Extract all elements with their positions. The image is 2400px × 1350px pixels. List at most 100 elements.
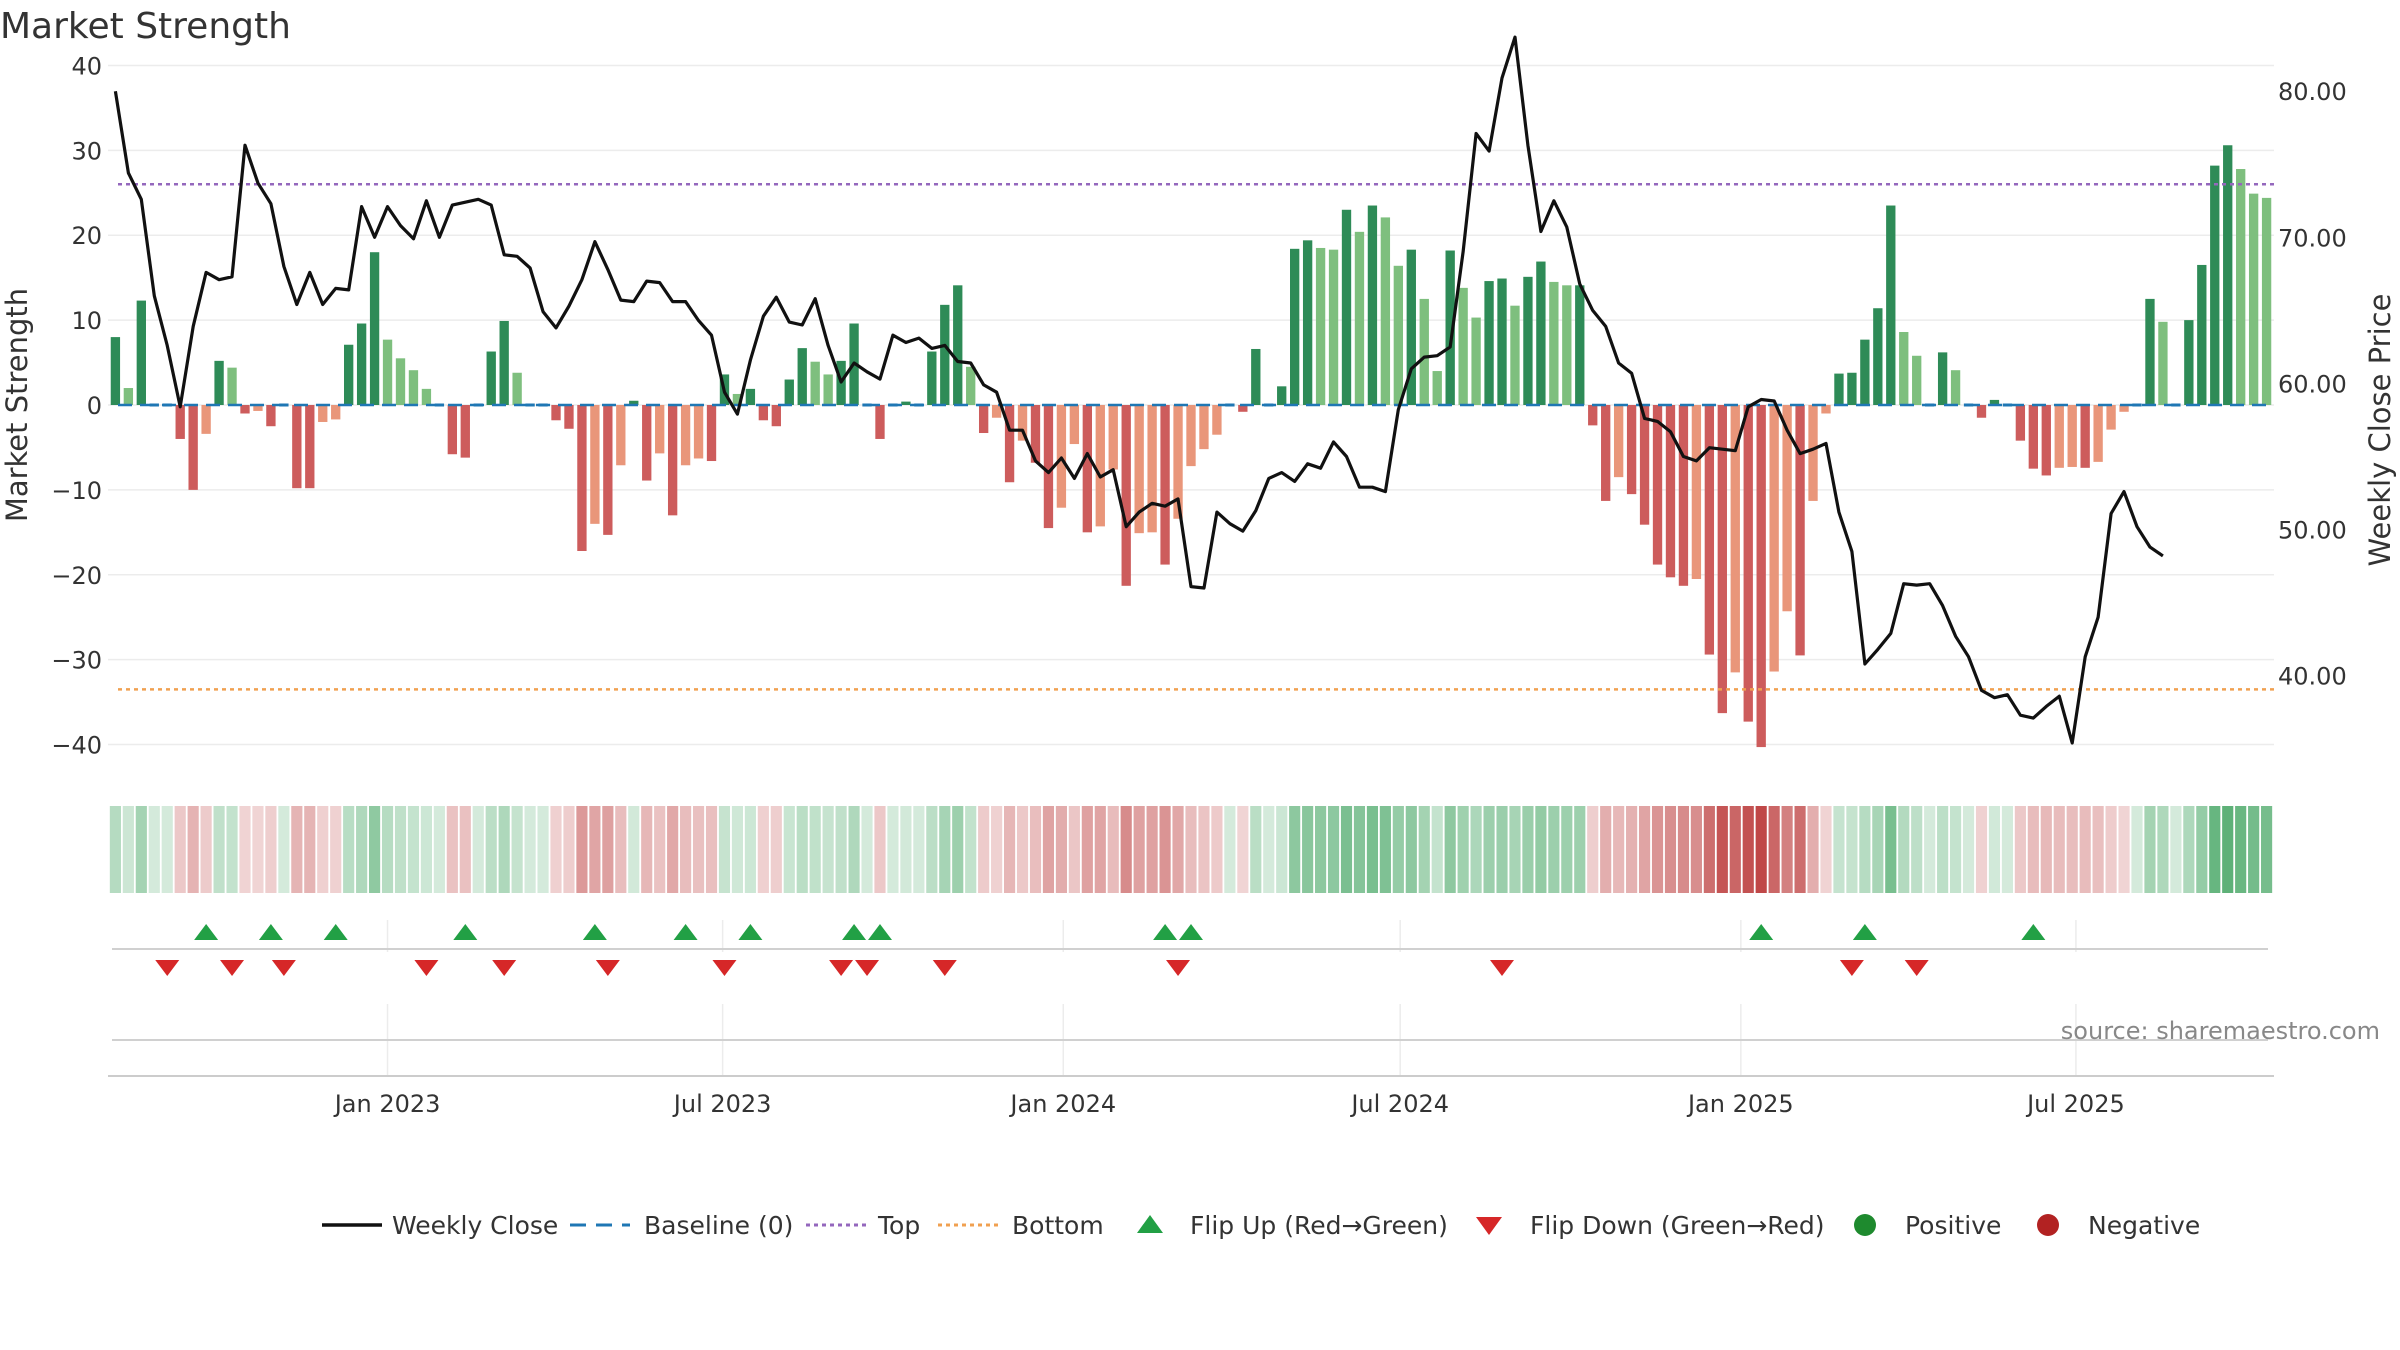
heat-strip-cell — [1042, 806, 1055, 893]
strength-bar — [1302, 240, 1313, 405]
strength-bar — [512, 372, 522, 405]
legend-item-top: Top — [806, 1211, 920, 1240]
strength-bar — [2145, 298, 2155, 405]
strength-bar — [1393, 265, 1404, 405]
heat-strip-cell — [2196, 806, 2208, 893]
strength-bar — [486, 351, 496, 405]
legend-swatch-flip-up — [1137, 1215, 1163, 1233]
legend-label: Weekly Close — [392, 1211, 558, 1240]
legend-item-close: Weekly Close — [322, 1211, 558, 1240]
strength-bar — [318, 405, 328, 422]
legend-item-baseline: Baseline (0) — [570, 1211, 793, 1240]
strength-bar — [1290, 248, 1300, 405]
strength-bar — [706, 405, 717, 462]
strength-bar — [408, 370, 419, 405]
flip-up-marker — [323, 924, 348, 940]
strength-bar — [1821, 405, 1831, 414]
heat-strip-cell — [861, 806, 873, 893]
strength-bar — [1004, 405, 1015, 483]
strength-bar — [1095, 405, 1105, 527]
heat-strip-cell — [1366, 806, 1378, 893]
heat-strip-cell — [835, 806, 847, 893]
strength-bar-zero — [2132, 403, 2142, 407]
strength-bar — [1873, 308, 1883, 405]
strength-bar — [214, 360, 224, 405]
flip-up-marker — [842, 924, 867, 940]
heat-strip-cell — [913, 806, 925, 893]
y2-tick-label: 50.00 — [2278, 517, 2347, 545]
strength-bar — [1678, 405, 1689, 586]
heat-strip-cell — [2209, 806, 2221, 893]
heat-strip-cell — [2144, 806, 2156, 893]
strength-bar — [1082, 405, 1092, 533]
flip-down-marker — [1166, 960, 1191, 976]
heat-strip-cell — [1898, 806, 1910, 893]
strength-bar — [421, 388, 432, 405]
strength-bar — [1108, 405, 1118, 470]
flip-up-marker — [258, 924, 283, 940]
flip-down-marker — [1490, 960, 1515, 976]
strength-bar — [1549, 281, 1559, 405]
strength-bar — [823, 374, 833, 405]
strength-bar — [1315, 247, 1326, 405]
heat-strip-cell — [718, 806, 731, 893]
heat-strip-cell — [2261, 806, 2273, 893]
heat-strip-cell — [1224, 806, 1236, 893]
strength-bar — [629, 400, 639, 405]
strength-bar — [2223, 145, 2233, 406]
heat-strip-cell — [550, 806, 562, 893]
flip-down-marker — [414, 960, 439, 976]
y2-axis-title: Weekly Close Price — [2363, 294, 2397, 567]
y2-tick-label: 40.00 — [2278, 663, 2347, 691]
strength-bar — [1030, 405, 1041, 463]
heat-strip-cell — [1379, 806, 1391, 893]
strength-bar — [577, 405, 587, 551]
strength-bar — [2248, 193, 2259, 405]
chart-title: Market Strength — [0, 6, 291, 47]
strength-bar — [1717, 405, 1727, 714]
heat-strip-cell — [1924, 806, 1936, 893]
legend-label: Top — [877, 1211, 920, 1240]
heat-strip-cell — [692, 806, 705, 893]
heat-strip-cell — [187, 806, 199, 893]
heat-strip-cell — [407, 806, 420, 893]
flip-down-marker — [155, 960, 180, 976]
heat-strip-cell — [1418, 806, 1430, 893]
heat-strip-cell — [1950, 806, 1962, 893]
strength-bar — [1937, 352, 1948, 405]
y-tick-label: −40 — [51, 732, 102, 760]
heat-strip-cell — [226, 806, 238, 893]
heat-strip-cell — [2105, 806, 2117, 893]
strength-bar — [1769, 405, 1779, 672]
strength-bar — [123, 388, 134, 405]
strength-bar — [1808, 405, 1818, 501]
heat-strip-cell — [1172, 806, 1184, 893]
flip-up-marker — [1749, 924, 1774, 940]
strength-bar — [227, 367, 237, 405]
strength-bar — [1173, 405, 1183, 519]
strength-bar — [1445, 250, 1455, 405]
strength-bar — [305, 405, 315, 489]
heat-strip-cell — [485, 806, 497, 893]
strength-bar — [564, 405, 574, 429]
heat-strip-cell — [1107, 806, 1119, 893]
heat-strip-cell — [1289, 806, 1301, 893]
strength-bar — [2015, 405, 2026, 441]
strength-bar — [953, 285, 963, 405]
heat-strip-cell — [109, 806, 121, 893]
x-tick-label: Jan 2025 — [1686, 1090, 1794, 1118]
legend-label: Flip Up (Red→Green) — [1190, 1211, 1448, 1240]
heat-strip-cell — [1703, 806, 1715, 893]
strength-bar — [901, 401, 911, 405]
heat-strip-cell — [1120, 806, 1132, 893]
heat-strip-cell — [459, 806, 471, 893]
heat-strip-cell — [952, 806, 964, 893]
flip-up-marker — [194, 924, 219, 940]
heat-strip-cell — [939, 806, 951, 893]
heat-strip-cell — [1133, 806, 1145, 893]
strength-bar — [1613, 405, 1624, 478]
heat-strip-cell — [731, 806, 744, 893]
legend-swatch-flip-down — [1476, 1217, 1502, 1235]
